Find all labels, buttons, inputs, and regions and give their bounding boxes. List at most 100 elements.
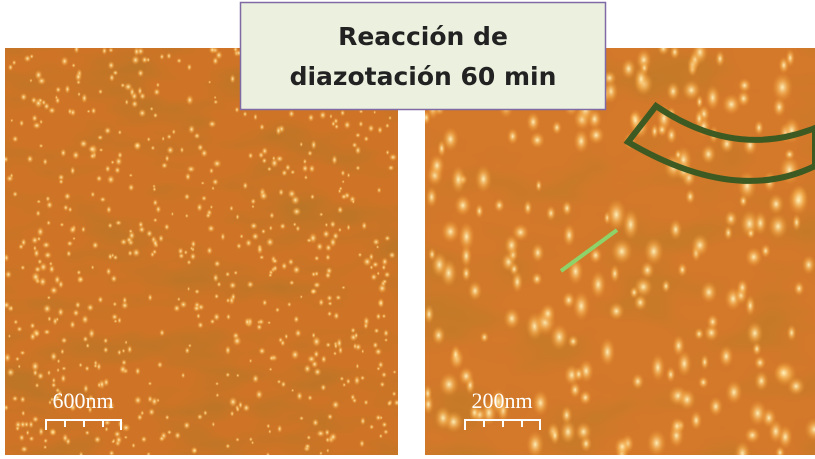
surface-feature: [118, 130, 122, 135]
surface-feature: [308, 113, 315, 122]
surface-feature: [358, 120, 363, 127]
surface-feature: [61, 337, 68, 344]
surface-feature: [441, 220, 460, 243]
surface-feature: [701, 144, 716, 164]
surface-feature: [235, 214, 239, 221]
surface-feature: [235, 437, 240, 442]
surface-feature: [64, 192, 71, 200]
surface-feature: [131, 55, 140, 65]
surface-feature: [272, 155, 276, 161]
surface-feature: [104, 127, 112, 135]
surface-feature: [8, 64, 14, 72]
surface-feature: [190, 240, 196, 248]
surface-feature: [289, 280, 295, 286]
surface-feature: [327, 311, 332, 317]
surface-feature: [77, 92, 81, 97]
surface-feature: [313, 368, 321, 377]
surface-feature: [60, 374, 66, 384]
surface-feature: [12, 395, 19, 402]
surface-feature: [337, 206, 344, 214]
surface-feature: [129, 173, 133, 177]
surface-feature: [370, 273, 377, 281]
surface-feature: [383, 429, 389, 435]
surface-feature: [507, 128, 519, 145]
scale-label: 200nm: [471, 388, 532, 413]
surface-feature: [269, 355, 274, 361]
surface-feature: [320, 384, 326, 392]
surface-feature: [261, 228, 266, 234]
surface-feature: [269, 225, 273, 231]
surface-feature: [108, 61, 115, 70]
surface-feature: [43, 304, 52, 314]
surface-feature: [117, 349, 122, 356]
surface-feature: [316, 429, 325, 437]
surface-feature: [792, 213, 801, 231]
surface-feature: [166, 146, 174, 155]
surface-feature: [434, 406, 452, 430]
surface-feature: [43, 438, 48, 444]
surface-feature: [621, 58, 636, 79]
surface-feature: [454, 194, 472, 216]
surface-feature: [634, 66, 649, 92]
surface-feature: [137, 413, 143, 421]
surface-feature: [322, 229, 330, 238]
surface-feature: [66, 250, 72, 257]
surface-feature: [194, 289, 200, 295]
surface-feature: [177, 297, 181, 302]
surface-feature: [787, 324, 797, 342]
surface-feature: [670, 44, 680, 59]
surface-feature: [290, 169, 295, 174]
surface-feature: [85, 343, 89, 349]
surface-feature: [60, 222, 65, 227]
surface-feature: [194, 132, 201, 139]
surface-feature: [262, 299, 268, 306]
surface-feature: [338, 227, 342, 232]
surface-feature: [439, 372, 459, 397]
surface-feature: [614, 436, 631, 456]
surface-feature: [327, 413, 333, 420]
surface-feature: [611, 238, 633, 264]
surface-feature: [346, 224, 350, 231]
surface-feature: [185, 172, 191, 181]
surface-feature: [183, 421, 191, 430]
surface-feature: [279, 223, 286, 230]
surface-feature: [331, 154, 337, 165]
surface-feature: [146, 57, 150, 63]
title-line: Reacción de: [338, 22, 508, 51]
surface-feature: [523, 199, 532, 215]
surface-feature: [362, 257, 371, 267]
surface-feature: [293, 222, 297, 227]
surface-feature: [172, 129, 176, 135]
surface-feature: [29, 54, 34, 59]
surface-feature: [43, 445, 47, 450]
surface-feature: [131, 443, 135, 449]
surface-feature: [280, 339, 286, 346]
surface-feature: [374, 328, 380, 334]
surface-feature: [208, 80, 211, 84]
surface-feature: [190, 252, 197, 260]
surface-feature: [39, 277, 47, 287]
surface-feature: [342, 180, 345, 184]
surface-feature: [249, 437, 253, 442]
surface-feature: [385, 150, 389, 156]
surface-feature: [682, 80, 701, 101]
surface-feature: [768, 213, 788, 239]
surface-feature: [268, 429, 271, 434]
surface-feature: [356, 363, 360, 369]
surface-feature: [52, 377, 56, 384]
surface-feature: [74, 44, 80, 54]
surface-feature: [29, 78, 32, 83]
surface-feature: [186, 95, 194, 106]
surface-feature: [187, 63, 192, 71]
surface-feature: [261, 147, 268, 156]
surface-feature: [373, 110, 376, 114]
surface-feature: [57, 307, 64, 317]
surface-feature: [377, 126, 383, 134]
surface-feature: [719, 345, 734, 368]
surface-feature: [334, 343, 338, 350]
surface-feature: [141, 436, 147, 443]
surface-feature: [33, 248, 40, 258]
surface-feature: [20, 421, 27, 429]
surface-feature: [112, 70, 118, 76]
title-box: Reacción de diazotación 60 min: [241, 3, 606, 110]
